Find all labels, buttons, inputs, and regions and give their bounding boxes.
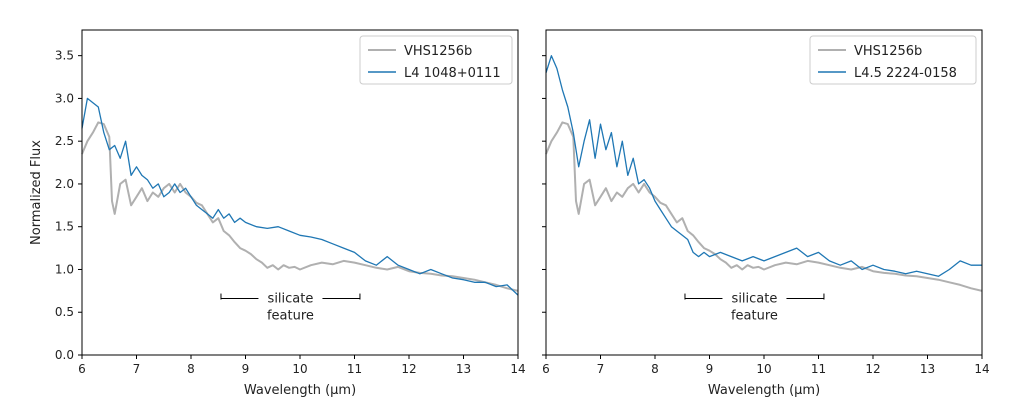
annotation-label: feature [731,309,778,324]
legend-label-1: L4.5 2224-0158 [854,66,957,81]
y-axis-label: Normalized Flux [29,140,44,245]
legend-label-1: L4 1048+0111 [404,66,501,81]
x-tick-label: 9 [242,362,250,376]
x-tick-label: 7 [133,362,141,376]
y-tick-label: 1.5 [55,220,74,234]
y-tick-label: 2.0 [55,177,74,191]
series-line-0 [545,121,983,292]
x-tick-label: 12 [865,362,880,376]
x-axis-label: Wavelength (µm) [244,383,356,398]
x-tick-label: 10 [292,362,307,376]
x-tick-label: 13 [920,362,935,376]
x-tick-label: 6 [78,362,86,376]
chart-panel-left: 6 7 8 9 10 11 12 13 14 0.0 0.5 1.0 1.5 2.0 2.5 3.0 3.5 Wa… [29,29,526,398]
x-tick-label: 10 [756,362,771,376]
x-tick-label: 14 [974,362,989,376]
y-tick-label: 3.5 [55,49,74,63]
x-tick-label: 11 [811,362,826,376]
y-tick-label: 0.5 [55,305,74,319]
legend-box [359,35,513,85]
series-line-1 [81,97,519,296]
x-tick-label: 8 [187,362,195,376]
x-tick-label: 9 [706,362,714,376]
x-tick-label: 12 [401,362,416,376]
series-line-1 [545,55,982,277]
annotation-label: feature [267,309,314,324]
series-line-0 [81,121,519,292]
x-tick-label: 8 [651,362,659,376]
y-tick-label: 3.0 [55,91,74,105]
legend-label-0: VHS1256b [404,44,472,59]
x-tick-label: 11 [347,362,362,376]
chart-panel-right: 6 7 8 9 10 11 12 13 14 Wavelength (µm) silicate fea… [542,29,990,398]
x-tick-label: 7 [597,362,605,376]
x-tick-label: 6 [542,362,550,376]
legend-box [809,35,977,85]
x-tick-label: 13 [456,362,471,376]
y-tick-label: 1.0 [55,262,74,276]
legend-label-0: VHS1256b [854,44,922,59]
y-tick-label: 2.5 [55,134,74,148]
x-tick-label: 14 [510,362,525,376]
annotation-label: silicate [732,292,778,307]
y-tick-label: 0.0 [55,348,74,362]
annotation-label: silicate [268,292,314,307]
x-axis-label: Wavelength (µm) [708,383,820,398]
